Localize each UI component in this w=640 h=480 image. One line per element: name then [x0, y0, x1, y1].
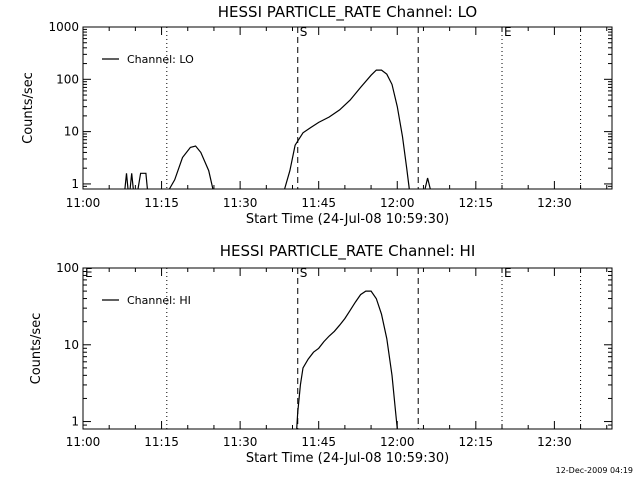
x-tick-label: 12:15 [459, 196, 494, 210]
series-line [129, 173, 134, 190]
chart-title: HESSI PARTICLE_RATE Channel: LO [218, 3, 477, 22]
series-line [424, 177, 431, 190]
x-tick-label: 11:00 [66, 435, 101, 449]
x-axis-label: Start Time (24-Jul-08 10:59:30) [246, 451, 449, 466]
y-tick-label: 1 [71, 177, 79, 191]
x-axis-label: Start Time (24-Jul-08 10:59:30) [246, 212, 449, 227]
y-axis-label: Counts/sec [21, 72, 36, 144]
y-tick-label: 1000 [48, 20, 79, 34]
x-tick-label: 12:30 [537, 196, 572, 210]
timestamp-stamp: 12-Dec-2009 04:19 [556, 466, 633, 475]
series-line [284, 69, 410, 190]
y-axis-label: Counts/sec [29, 313, 44, 385]
y-tick-label: 1 [71, 415, 79, 429]
x-tick-label: 11:30 [223, 196, 258, 210]
x-tick-label: 12:15 [459, 435, 494, 449]
series-line [296, 290, 398, 430]
marker-label: E [85, 266, 93, 280]
plot-frame [82, 267, 613, 430]
x-tick-label: 11:15 [144, 435, 179, 449]
chart-title: HESSI PARTICLE_RATE Channel: HI [220, 242, 476, 261]
x-tick-label: 11:15 [144, 196, 179, 210]
marker-label: E [504, 266, 512, 280]
legend-label: Channel: LO [127, 53, 194, 66]
plot-frame [82, 26, 613, 190]
series-line [124, 173, 129, 190]
series-line [137, 172, 148, 190]
legend-label: Channel: HI [127, 294, 191, 307]
x-tick-label: 12:00 [380, 196, 415, 210]
marker-label: E [504, 25, 512, 39]
y-tick-label: 100 [56, 261, 79, 275]
y-tick-label: 10 [64, 125, 79, 139]
y-tick-label: 100 [56, 72, 79, 86]
x-tick-label: 11:30 [223, 435, 258, 449]
x-tick-label: 12:30 [537, 435, 572, 449]
x-tick-label: 11:45 [301, 435, 336, 449]
series-line [168, 145, 214, 190]
marker-label: S [300, 266, 308, 280]
x-tick-label: 11:45 [301, 196, 336, 210]
x-tick-label: 12:00 [380, 435, 415, 449]
x-tick-label: 11:00 [66, 196, 101, 210]
marker-label: S [300, 25, 308, 39]
y-tick-label: 10 [64, 338, 79, 352]
